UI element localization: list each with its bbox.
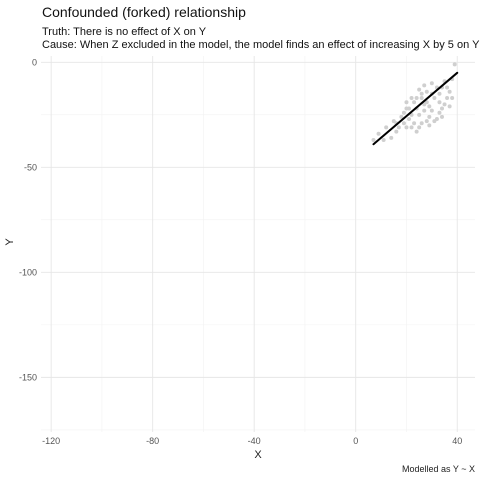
data-point — [412, 100, 417, 105]
scatter-points — [371, 62, 457, 143]
data-point — [432, 119, 437, 124]
data-point — [437, 110, 442, 115]
chart-subtitle-line-1: Truth: There is no effect of X on Y — [42, 26, 207, 38]
data-point — [371, 138, 376, 143]
data-point — [432, 96, 437, 101]
data-point — [389, 135, 394, 140]
data-point — [376, 131, 381, 136]
data-point — [424, 119, 429, 124]
x-axis-title: X — [254, 449, 262, 461]
x-axis-ticks: -120 -80 -40 0 40 — [42, 436, 462, 446]
x-tick-label: 0 — [353, 436, 358, 446]
data-point — [409, 125, 414, 130]
fit-line — [372, 71, 459, 146]
data-point — [422, 108, 427, 113]
data-point — [419, 121, 424, 126]
data-point — [412, 121, 417, 126]
data-point — [422, 102, 427, 107]
data-point — [447, 104, 452, 109]
data-point — [419, 91, 424, 96]
data-point — [414, 129, 419, 134]
x-tick-label: -80 — [146, 436, 159, 446]
data-point — [440, 106, 445, 111]
y-tick-label: -100 — [19, 267, 37, 277]
data-point — [422, 83, 427, 88]
data-point — [437, 100, 442, 105]
data-point — [427, 123, 432, 128]
fit-line-group — [372, 71, 459, 146]
data-point — [417, 87, 422, 92]
data-point — [445, 85, 450, 90]
data-point — [452, 62, 457, 67]
y-tick-label: 0 — [32, 57, 37, 67]
data-point — [414, 96, 419, 101]
data-point — [419, 96, 424, 101]
data-point — [401, 121, 406, 126]
data-point — [450, 96, 455, 101]
x-tick-label: -40 — [248, 436, 261, 446]
chart-caption: Modelled as Y ~ X — [402, 464, 475, 474]
data-point — [445, 96, 450, 101]
data-point — [381, 138, 386, 143]
data-point — [427, 114, 432, 119]
data-point — [429, 81, 434, 86]
x-tick-label: -120 — [42, 436, 60, 446]
data-point — [399, 114, 404, 119]
y-axis-title: Y — [4, 238, 16, 246]
data-point — [447, 89, 452, 94]
data-point — [424, 89, 429, 94]
y-tick-label: -150 — [19, 372, 37, 382]
data-point — [407, 117, 412, 122]
grid — [41, 56, 475, 432]
y-axis-ticks: 0 -50 -100 -150 — [19, 57, 37, 382]
data-point — [409, 96, 414, 101]
y-tick-label: -50 — [24, 162, 37, 172]
data-point — [404, 100, 409, 105]
data-point — [407, 106, 412, 111]
data-point — [394, 129, 399, 134]
data-point — [440, 114, 445, 119]
data-point — [384, 125, 389, 130]
data-point — [401, 110, 406, 115]
data-point — [417, 112, 422, 117]
data-point — [417, 125, 422, 130]
data-point — [437, 91, 442, 96]
chart-subtitle-line-2: Cause: When Z excluded in the model, the… — [42, 39, 480, 51]
chart-title: Confounded (forked) relationship — [42, 4, 246, 20]
x-tick-label: 40 — [452, 436, 462, 446]
data-point — [404, 125, 409, 130]
data-point — [429, 108, 434, 113]
data-point — [396, 125, 401, 130]
data-point — [427, 104, 432, 109]
data-point — [442, 102, 447, 107]
